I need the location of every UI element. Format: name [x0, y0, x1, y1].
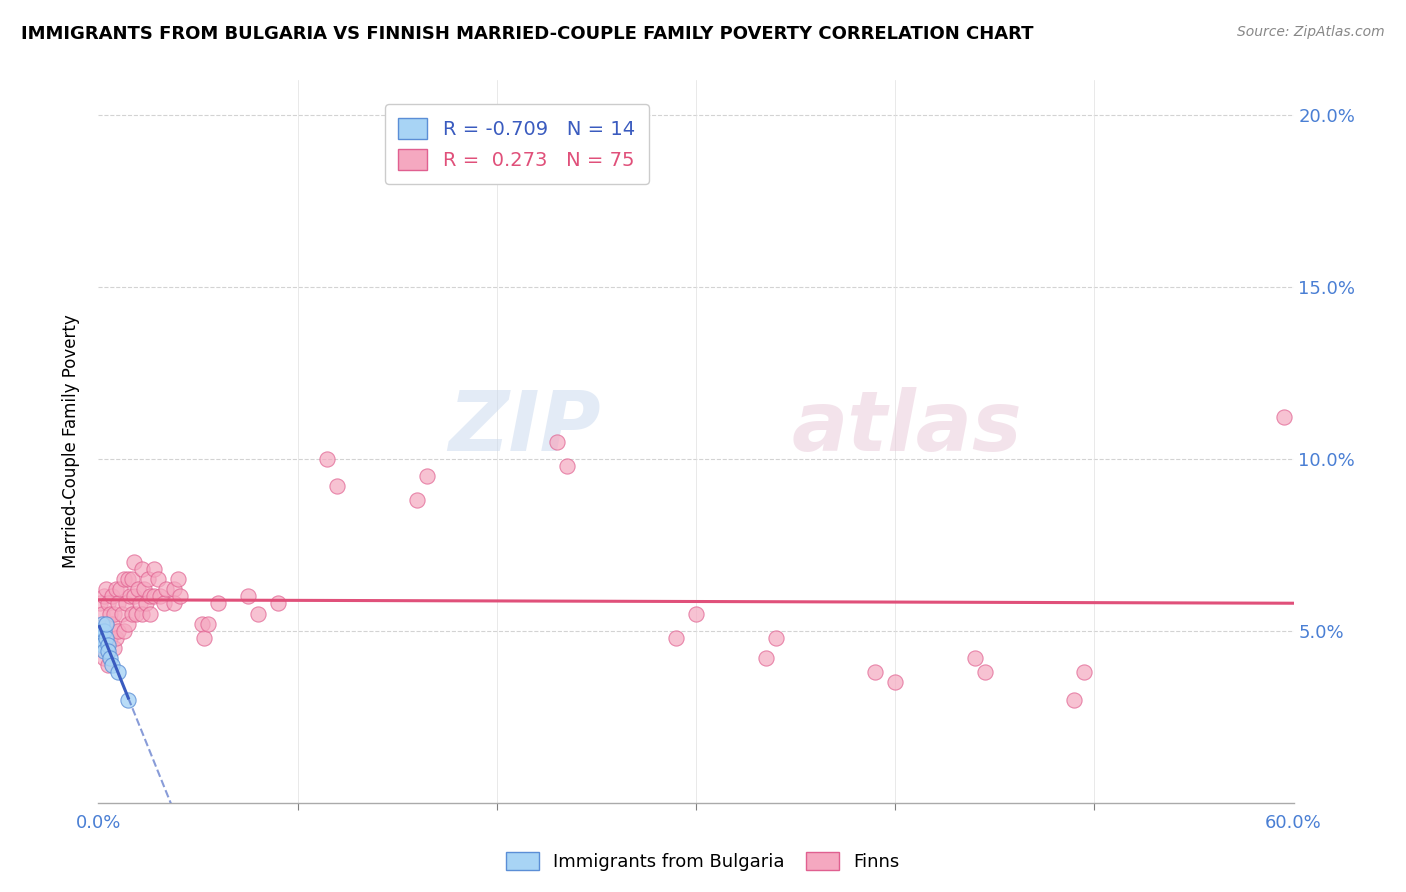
- Point: [96, 616, 118, 631]
- Legend: R = -0.709   N = 14, R =  0.273   N = 75: R = -0.709 N = 14, R = 0.273 N = 75: [385, 104, 648, 184]
- Point: [129, 596, 152, 610]
- Point: [191, 616, 214, 631]
- Point: [89, 596, 111, 610]
- Point: [91, 607, 114, 621]
- Point: [98, 631, 122, 645]
- Point: [134, 582, 156, 597]
- Point: [131, 607, 153, 621]
- Point: [207, 596, 229, 610]
- Point: [105, 631, 128, 645]
- Point: [98, 651, 122, 665]
- Point: [755, 651, 778, 665]
- Point: [163, 582, 186, 597]
- Point: [149, 590, 172, 604]
- Point: [97, 596, 120, 610]
- Point: [97, 658, 120, 673]
- Point: [89, 624, 111, 638]
- Point: [107, 665, 129, 679]
- Point: [546, 434, 568, 449]
- Point: [765, 631, 787, 645]
- Point: [98, 607, 122, 621]
- Point: [326, 479, 349, 493]
- Point: [112, 624, 135, 638]
- Point: [103, 640, 125, 655]
- Point: [865, 665, 887, 679]
- Point: [120, 590, 142, 604]
- Point: [107, 596, 129, 610]
- Point: [197, 616, 219, 631]
- Point: [193, 631, 215, 645]
- Point: [107, 624, 129, 638]
- Point: [1063, 692, 1085, 706]
- Point: [267, 596, 290, 610]
- Point: [139, 607, 162, 621]
- Point: [101, 616, 124, 631]
- Legend: Immigrants from Bulgaria, Finns: Immigrants from Bulgaria, Finns: [499, 845, 907, 879]
- Point: [685, 607, 707, 621]
- Point: [963, 651, 986, 665]
- Point: [555, 458, 578, 473]
- Point: [121, 572, 143, 586]
- Point: [101, 658, 124, 673]
- Point: [316, 451, 339, 466]
- Point: [124, 590, 146, 604]
- Point: [127, 582, 149, 597]
- Point: [169, 590, 191, 604]
- Point: [105, 582, 128, 597]
- Point: [89, 631, 111, 645]
- Point: [973, 665, 995, 679]
- Point: [96, 631, 118, 645]
- Y-axis label: Married-Couple Family Poverty: Married-Couple Family Poverty: [62, 315, 80, 568]
- Point: [167, 572, 190, 586]
- Point: [143, 590, 166, 604]
- Point: [136, 572, 159, 586]
- Point: [117, 572, 139, 586]
- Text: atlas: atlas: [792, 386, 1022, 467]
- Point: [121, 607, 143, 621]
- Point: [143, 562, 166, 576]
- Text: IMMIGRANTS FROM BULGARIA VS FINNISH MARRIED-COUPLE FAMILY POVERTY CORRELATION CH: IMMIGRANTS FROM BULGARIA VS FINNISH MARR…: [21, 25, 1033, 43]
- Point: [1272, 410, 1295, 425]
- Text: ZIP: ZIP: [447, 386, 600, 467]
- Point: [111, 607, 134, 621]
- Point: [124, 555, 146, 569]
- Point: [246, 607, 269, 621]
- Point: [91, 638, 114, 652]
- Point: [93, 590, 115, 604]
- Point: [416, 469, 439, 483]
- Point: [148, 572, 170, 586]
- Point: [93, 651, 115, 665]
- Point: [91, 631, 114, 645]
- Point: [93, 644, 115, 658]
- Point: [117, 616, 139, 631]
- Point: [110, 582, 132, 597]
- Point: [665, 631, 688, 645]
- Point: [93, 624, 115, 638]
- Point: [131, 562, 153, 576]
- Point: [96, 616, 118, 631]
- Point: [103, 607, 125, 621]
- Point: [97, 638, 120, 652]
- Point: [155, 582, 177, 597]
- Point: [236, 590, 259, 604]
- Point: [91, 616, 114, 631]
- Point: [115, 596, 138, 610]
- Point: [153, 596, 176, 610]
- Point: [884, 675, 907, 690]
- Point: [89, 640, 111, 655]
- Point: [96, 582, 118, 597]
- Text: Source: ZipAtlas.com: Source: ZipAtlas.com: [1237, 25, 1385, 39]
- Point: [1073, 665, 1095, 679]
- Point: [101, 590, 124, 604]
- Point: [139, 590, 162, 604]
- Point: [135, 596, 157, 610]
- Point: [97, 644, 120, 658]
- Point: [112, 572, 135, 586]
- Point: [117, 692, 139, 706]
- Point: [406, 493, 429, 508]
- Point: [163, 596, 186, 610]
- Point: [125, 607, 148, 621]
